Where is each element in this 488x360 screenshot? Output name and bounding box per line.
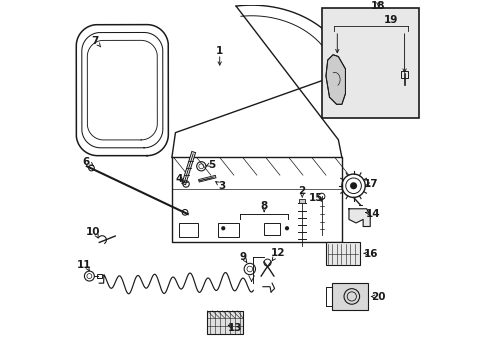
Text: 17: 17 bbox=[363, 179, 378, 189]
Text: 14: 14 bbox=[365, 209, 379, 219]
Text: 11: 11 bbox=[77, 260, 91, 270]
Text: 4: 4 bbox=[175, 174, 183, 184]
Bar bbox=[207, 311, 242, 334]
Text: 20: 20 bbox=[370, 292, 385, 302]
Text: 15: 15 bbox=[308, 193, 323, 203]
Bar bbox=[97, 274, 102, 278]
Text: 19: 19 bbox=[384, 15, 398, 25]
Text: 9: 9 bbox=[240, 252, 246, 262]
Polygon shape bbox=[348, 209, 369, 226]
Text: 12: 12 bbox=[270, 248, 285, 258]
Text: 7: 7 bbox=[91, 36, 99, 46]
Bar bbox=[332, 283, 367, 310]
Text: 10: 10 bbox=[85, 227, 100, 237]
Text: 5: 5 bbox=[208, 159, 215, 170]
Text: 3: 3 bbox=[218, 181, 224, 191]
Circle shape bbox=[349, 182, 356, 189]
Text: 16: 16 bbox=[363, 249, 377, 259]
Circle shape bbox=[285, 226, 288, 230]
Bar bbox=[264, 223, 279, 235]
Bar bbox=[325, 242, 359, 265]
Text: 1: 1 bbox=[216, 46, 223, 56]
Circle shape bbox=[221, 226, 225, 230]
Text: 18: 18 bbox=[370, 1, 385, 11]
Bar bbox=[321, 8, 418, 118]
Bar bbox=[400, 71, 407, 78]
Bar bbox=[218, 223, 239, 237]
Text: 2: 2 bbox=[298, 186, 305, 196]
Text: 13: 13 bbox=[227, 324, 242, 333]
Polygon shape bbox=[325, 55, 345, 104]
Bar bbox=[179, 223, 198, 237]
Text: 6: 6 bbox=[82, 157, 89, 167]
Bar bbox=[299, 199, 305, 203]
Text: 8: 8 bbox=[260, 201, 267, 211]
